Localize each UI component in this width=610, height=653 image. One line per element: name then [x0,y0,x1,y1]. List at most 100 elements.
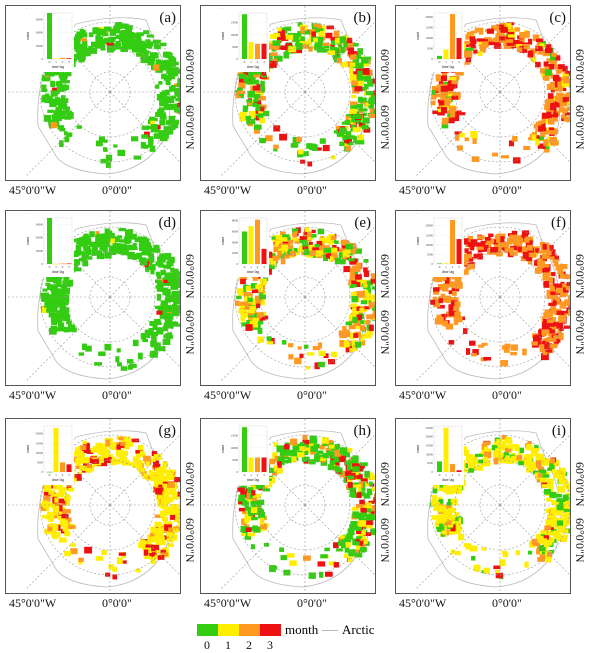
map-cell [352,316,358,323]
map-cell [334,257,341,265]
map-cell [63,522,71,530]
map-cell [481,449,487,455]
map-cell [537,46,543,50]
map-cell [279,133,288,141]
meridian-line [219,6,306,93]
map-cell [344,340,349,348]
map-cell [480,458,486,465]
map-cell [550,249,556,257]
map-cell [549,137,558,144]
map-cell [132,246,138,251]
map-cell [325,32,333,39]
map-cell [538,250,546,254]
map-cell [448,340,455,345]
map-cell [304,227,310,232]
map-cell [48,523,57,527]
latitude-label: 60°0'0"N [378,462,392,507]
map-cell [510,344,518,351]
map-cell [74,41,79,48]
map-cell [518,247,526,254]
map-cell [340,46,345,54]
map-cell [52,524,59,531]
map-cell [257,86,265,93]
bar [443,427,449,472]
map-cell [347,481,353,488]
map-cell [544,69,552,76]
map-cell [352,51,360,55]
map-cell [557,485,565,493]
map-cell [558,106,564,113]
map-cell [462,446,467,451]
map-cell [57,515,63,521]
map-cell [251,79,259,85]
map-cell [156,310,163,315]
map-cell [238,82,246,89]
map-cell [508,444,514,449]
map-cell [127,252,134,260]
map-cell [67,487,75,492]
map-cell [304,229,309,235]
map-cell [148,255,155,263]
map-cell [163,519,168,525]
map-cell [512,39,520,45]
map-cell [260,523,267,530]
map-cell [438,516,443,521]
map-cell [338,252,344,259]
map-cell [137,236,143,241]
map-cell [318,237,324,243]
map-cell [357,485,362,493]
x-tick-label: 0 [49,473,51,477]
map-cell [430,299,436,305]
map-cell [50,284,58,290]
map-cell [266,336,272,341]
map-cell [546,130,554,135]
map-cell [137,444,144,451]
map-cell [262,315,269,320]
map-cell [534,444,539,449]
map-cell [299,446,306,451]
map-cell [431,85,437,93]
map-cell [117,247,122,255]
x-tick-label: 1 [445,60,447,64]
map-cell [243,70,249,76]
map-cell [276,445,284,453]
map-cell [331,249,338,257]
map-cell [537,473,543,478]
map-cell [75,465,83,470]
map-cell [360,98,367,102]
map-cell [107,232,115,239]
map-cell [250,484,258,490]
map-cell [519,45,528,53]
map-cell [467,241,476,247]
bar [443,49,449,59]
map-cell [456,488,461,494]
map-cell [360,279,367,284]
map-cell [522,348,527,356]
panel-label: (b) [353,10,372,26]
map-cell [370,278,375,284]
longitude-label-zero: 0°0'0" [297,183,327,197]
map-cell [171,75,176,80]
map-cell [80,38,88,42]
map-cell [153,454,162,461]
map-cell [366,314,373,320]
map-cell [52,87,59,93]
map-cell [322,442,328,446]
map-cell [82,449,90,454]
map-cell [151,350,156,354]
map-cell [147,43,153,49]
map-cell [371,286,375,290]
map-cell [253,96,259,102]
map-cell [151,335,157,342]
map-cell [546,283,554,288]
map-cell [455,134,460,141]
map-cell [179,86,180,93]
map-cell [526,443,533,451]
map-cell [433,505,441,511]
map-cell [246,320,251,327]
map-cell [43,486,52,492]
map-cell [320,249,327,256]
map-cell [168,279,176,286]
map-cell [348,549,356,557]
map-cell [155,111,161,118]
